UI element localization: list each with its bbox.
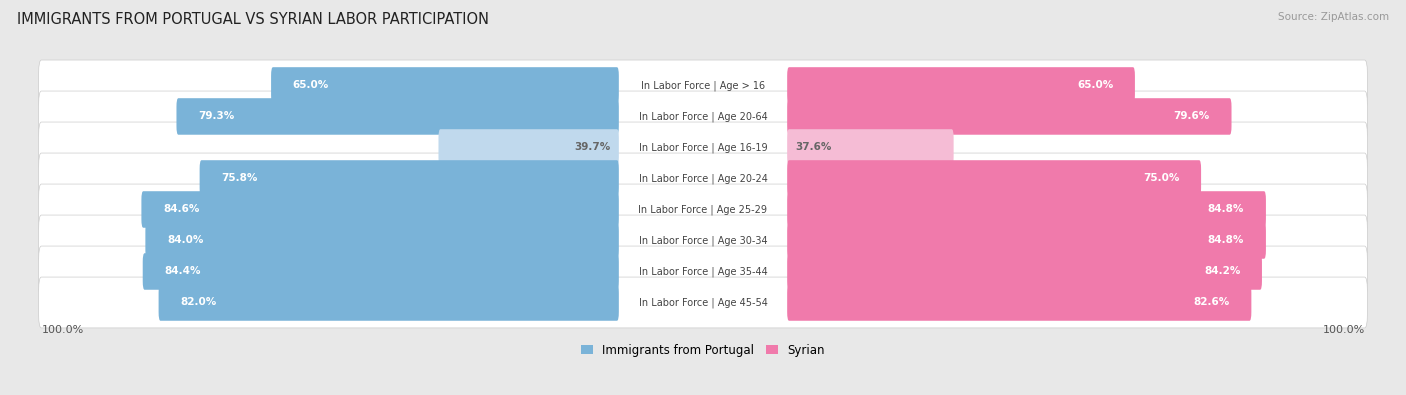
Text: 37.6%: 37.6%	[796, 143, 832, 152]
Text: In Labor Force | Age 20-24: In Labor Force | Age 20-24	[638, 173, 768, 184]
FancyBboxPatch shape	[38, 184, 1368, 235]
FancyBboxPatch shape	[271, 67, 619, 104]
FancyBboxPatch shape	[787, 67, 1135, 104]
FancyBboxPatch shape	[38, 215, 1368, 266]
FancyBboxPatch shape	[787, 222, 1265, 259]
Text: 79.3%: 79.3%	[198, 111, 235, 121]
Text: 84.8%: 84.8%	[1208, 205, 1244, 214]
FancyBboxPatch shape	[38, 91, 1368, 142]
FancyBboxPatch shape	[787, 191, 1265, 228]
Text: Source: ZipAtlas.com: Source: ZipAtlas.com	[1278, 12, 1389, 22]
Text: In Labor Force | Age 25-29: In Labor Force | Age 25-29	[638, 204, 768, 215]
FancyBboxPatch shape	[38, 277, 1368, 328]
Text: 84.2%: 84.2%	[1204, 267, 1240, 276]
Text: 100.0%: 100.0%	[1323, 325, 1365, 335]
Text: 100.0%: 100.0%	[41, 325, 83, 335]
Text: In Labor Force | Age 20-64: In Labor Force | Age 20-64	[638, 111, 768, 122]
Text: In Labor Force | Age 16-19: In Labor Force | Age 16-19	[638, 142, 768, 153]
Text: In Labor Force | Age 45-54: In Labor Force | Age 45-54	[638, 297, 768, 308]
FancyBboxPatch shape	[143, 253, 619, 290]
Text: 82.6%: 82.6%	[1194, 297, 1230, 307]
FancyBboxPatch shape	[787, 284, 1251, 321]
FancyBboxPatch shape	[38, 122, 1368, 173]
Text: 84.4%: 84.4%	[165, 267, 201, 276]
Legend: Immigrants from Portugal, Syrian: Immigrants from Portugal, Syrian	[581, 344, 825, 357]
Text: 82.0%: 82.0%	[180, 297, 217, 307]
Text: In Labor Force | Age > 16: In Labor Force | Age > 16	[641, 80, 765, 91]
FancyBboxPatch shape	[787, 160, 1201, 197]
Text: 75.0%: 75.0%	[1143, 173, 1180, 183]
Text: In Labor Force | Age 30-34: In Labor Force | Age 30-34	[638, 235, 768, 246]
Text: 65.0%: 65.0%	[1077, 81, 1114, 90]
Text: In Labor Force | Age 35-44: In Labor Force | Age 35-44	[638, 266, 768, 277]
FancyBboxPatch shape	[145, 222, 619, 259]
Text: 84.6%: 84.6%	[163, 205, 200, 214]
Text: 65.0%: 65.0%	[292, 81, 329, 90]
FancyBboxPatch shape	[787, 129, 953, 166]
FancyBboxPatch shape	[200, 160, 619, 197]
Text: 39.7%: 39.7%	[574, 143, 610, 152]
Text: 79.6%: 79.6%	[1174, 111, 1209, 121]
FancyBboxPatch shape	[159, 284, 619, 321]
FancyBboxPatch shape	[177, 98, 619, 135]
FancyBboxPatch shape	[439, 129, 619, 166]
FancyBboxPatch shape	[38, 246, 1368, 297]
Text: 84.0%: 84.0%	[167, 235, 204, 245]
Text: 75.8%: 75.8%	[221, 173, 257, 183]
Text: 84.8%: 84.8%	[1208, 235, 1244, 245]
FancyBboxPatch shape	[142, 191, 619, 228]
FancyBboxPatch shape	[38, 60, 1368, 111]
FancyBboxPatch shape	[787, 98, 1232, 135]
FancyBboxPatch shape	[787, 253, 1263, 290]
Text: IMMIGRANTS FROM PORTUGAL VS SYRIAN LABOR PARTICIPATION: IMMIGRANTS FROM PORTUGAL VS SYRIAN LABOR…	[17, 12, 489, 27]
FancyBboxPatch shape	[38, 153, 1368, 204]
